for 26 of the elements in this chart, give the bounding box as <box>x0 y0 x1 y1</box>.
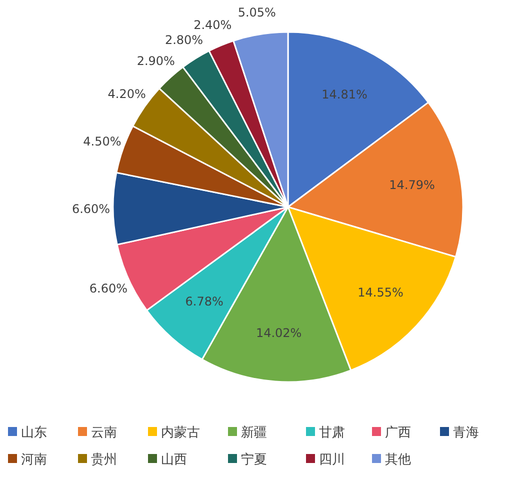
data-label: 2.80% <box>164 32 204 47</box>
data-label: 6.78% <box>185 294 224 308</box>
legend-label: 甘肃 <box>319 426 345 441</box>
legend-label: 内蒙古 <box>161 426 200 441</box>
data-label: 4.20% <box>108 86 146 101</box>
legend-label: 广西 <box>385 426 411 441</box>
data-label: 2.40% <box>194 18 232 32</box>
legend-label: 其他 <box>385 452 411 468</box>
data-label: 5.05% <box>238 6 276 20</box>
legend-label: 新疆 <box>241 426 267 441</box>
data-label: 6.60% <box>72 202 110 216</box>
data-label: 14.02% <box>256 326 302 340</box>
legend-label: 四川 <box>319 452 345 468</box>
legend-label: 宁夏 <box>241 452 267 468</box>
data-label: 14.55% <box>358 286 404 300</box>
data-label: 4.50% <box>83 134 122 149</box>
legend-label: 云南 <box>91 426 117 441</box>
legend-label: 青海 <box>453 426 479 441</box>
legend-label: 山东 <box>21 426 47 441</box>
data-label: 2.90% <box>136 54 175 68</box>
data-label: 14.79% <box>389 178 435 192</box>
legend-label: 贵州 <box>91 452 117 468</box>
legend-label: 河南 <box>21 452 47 468</box>
legend-label: 山西 <box>161 452 187 468</box>
data-label: 14.81% <box>322 88 368 102</box>
data-label: 6.60% <box>89 281 128 296</box>
